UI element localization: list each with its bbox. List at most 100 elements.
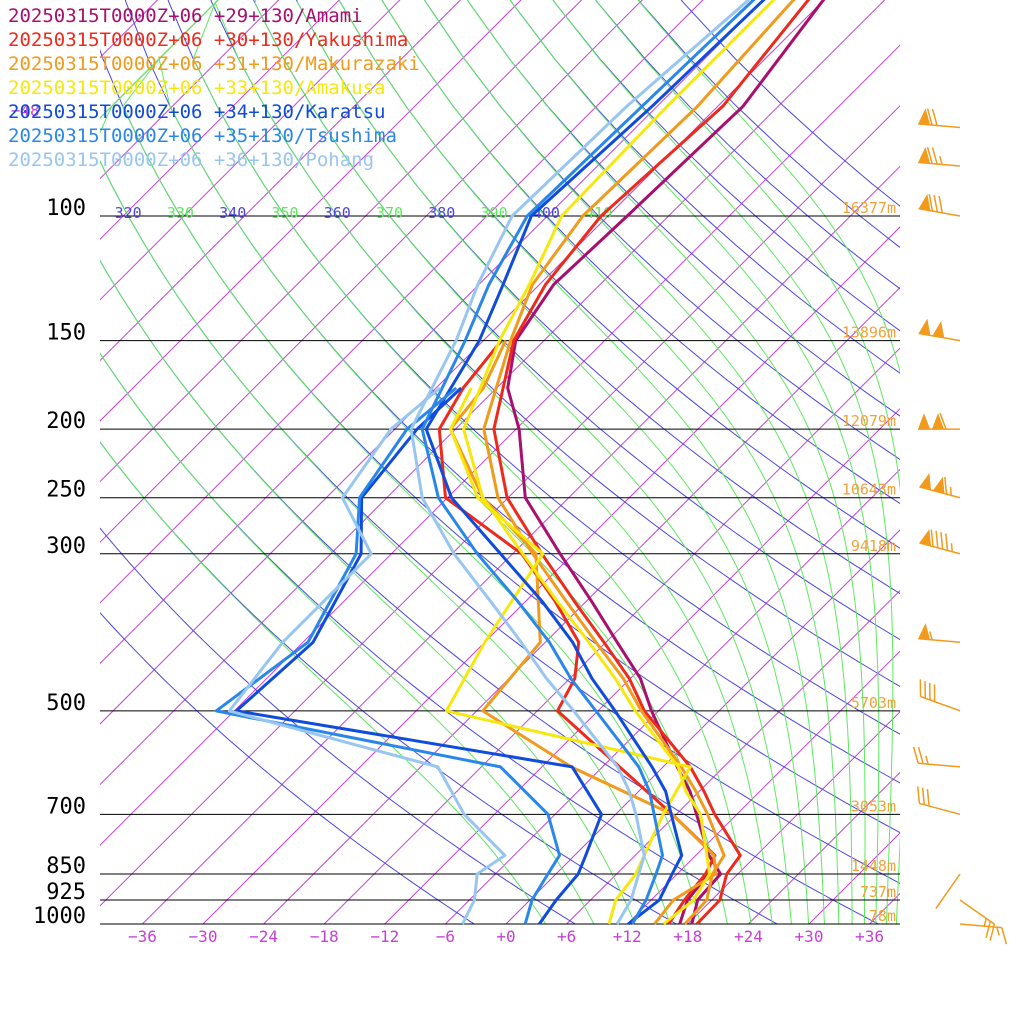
upper-isotherm-label: −48 xyxy=(11,101,40,120)
dry-adiabat-line xyxy=(100,441,678,924)
wind-barb-pennant xyxy=(918,318,931,336)
wind-barb-staff xyxy=(918,637,961,643)
pressure-label: 925 xyxy=(46,880,86,905)
pressure-label: 250 xyxy=(46,478,86,503)
wind-barb-half-feather xyxy=(983,918,987,927)
isotherm-line xyxy=(323,347,900,924)
isotherm-line xyxy=(100,0,643,543)
isotherm-line xyxy=(100,0,522,422)
wind-barb-pennant xyxy=(918,108,931,125)
dry-adiabat-line xyxy=(124,0,900,784)
wind-barb xyxy=(935,873,961,909)
temperature-tick-label: +30 xyxy=(795,927,824,946)
moist-adiabat-line xyxy=(100,0,547,924)
moist-adiabat-line xyxy=(338,0,825,924)
dry-adiabat-line xyxy=(552,0,900,332)
moist-adiabat-line xyxy=(296,0,810,924)
moist-adiabat-line xyxy=(100,0,671,924)
moist-adiabat-line xyxy=(552,0,894,924)
height-label: 10643m xyxy=(842,481,896,499)
isotherm-line xyxy=(991,0,1024,924)
isotherm-line xyxy=(100,0,886,786)
wind-barb-feather xyxy=(945,533,949,551)
isotherm-line xyxy=(100,44,900,846)
theta-label: 330 xyxy=(167,204,194,222)
wind-barb-feather xyxy=(935,530,939,548)
wind-barb-feather xyxy=(944,477,948,495)
height-label: 13896m xyxy=(842,324,896,342)
wind-barb-half-feather xyxy=(996,927,1000,936)
isotherm-line xyxy=(808,832,900,924)
wind-barb xyxy=(919,529,961,555)
pohang-temperature-line xyxy=(409,0,751,925)
wind-barb-pennant xyxy=(919,529,932,547)
wind-barb xyxy=(918,108,961,129)
wind-barb xyxy=(918,318,961,342)
moist-adiabat-line xyxy=(158,0,728,924)
wind-barb-feather xyxy=(926,108,933,126)
amami-temperature-line xyxy=(506,0,826,925)
karatsu-dewpoint-line xyxy=(234,386,603,925)
wind-barb xyxy=(919,472,961,499)
height-labels: 16377m 13896m 12079m 10643m 9418m 5703m 3053m 1… xyxy=(842,199,896,925)
legend-entry-tsushima: 20250315T0000Z+06 +35+130/Tsushima xyxy=(8,125,397,147)
isotherm-line xyxy=(384,408,900,924)
wind-barb-feather xyxy=(926,788,930,807)
wind-barb xyxy=(918,412,960,430)
moist-adiabat-line xyxy=(509,0,880,924)
isotherm-line xyxy=(100,0,704,604)
wind-barb-staff xyxy=(918,207,961,217)
isotherm-line xyxy=(100,0,583,483)
wind-barbs xyxy=(912,108,1008,945)
wind-barb-half-feather xyxy=(929,631,933,641)
wind-barb-feather xyxy=(1001,927,1008,945)
isotherm-line xyxy=(566,589,900,924)
isotherm-line xyxy=(869,892,900,924)
wind-barb xyxy=(917,786,961,816)
pressure-label: 500 xyxy=(46,691,86,716)
wind-barb-staff xyxy=(920,695,961,712)
wind-barb-feather xyxy=(912,746,919,764)
temperature-tick-label: +24 xyxy=(734,927,763,946)
dry-adiabat-line xyxy=(637,0,900,249)
moist-adiabat-line xyxy=(254,0,792,924)
moist-adiabat-line xyxy=(381,0,840,924)
isobar-lines xyxy=(100,215,900,925)
upper-isotherm-labels: −66−60−54−48 xyxy=(11,101,40,120)
legend-entry-amakusa: 20250315T0000Z+06 +33+130/Amakusa xyxy=(8,77,386,99)
temperature-tick-label: +6 xyxy=(557,927,576,946)
wind-barb-feather xyxy=(919,679,922,697)
wind-barb-half-feather xyxy=(925,755,929,765)
moist-adiabat-line xyxy=(122,0,702,924)
moist-adiabat-line xyxy=(424,0,853,924)
isotherm-line xyxy=(930,0,1024,924)
pohang-dewpoint-line xyxy=(227,386,507,925)
wind-barb-feather xyxy=(928,194,934,212)
moist-adiabat-line xyxy=(466,0,866,924)
wind-barb xyxy=(918,193,961,217)
wind-barb-half-feather xyxy=(939,155,943,165)
wind-barb-pennant xyxy=(918,146,931,164)
pressure-label: 150 xyxy=(46,321,86,346)
legend-entry-yakushima: 20250315T0000Z+06 +30+130/Yakushima xyxy=(8,29,409,51)
height-label: 9418m xyxy=(851,537,896,555)
isotherm-line xyxy=(445,468,900,924)
wind-barb-feather xyxy=(933,684,936,702)
wind-barb-feather xyxy=(926,146,933,164)
wind-barb-feather xyxy=(931,108,938,126)
dry-adiabat-line xyxy=(100,611,476,924)
wind-barb-feather xyxy=(939,412,947,430)
isotherm-line xyxy=(100,0,825,725)
tsushima-temperature-line xyxy=(420,0,756,925)
temperature-tick-label: −12 xyxy=(370,927,399,946)
pressure-label: 850 xyxy=(46,854,86,879)
wind-barb-pennant xyxy=(932,321,945,338)
wind-barb-feather xyxy=(933,195,939,213)
wind-barb xyxy=(959,923,1008,945)
temperature-tick-label: −24 xyxy=(249,927,278,946)
wind-barb-pennant xyxy=(919,472,932,490)
wind-barb-pennant xyxy=(932,476,945,494)
legend-entry-pohang: 20250315T0000Z+06 +36+130/Pohang xyxy=(8,149,375,171)
theta-label: 320 xyxy=(115,204,142,222)
